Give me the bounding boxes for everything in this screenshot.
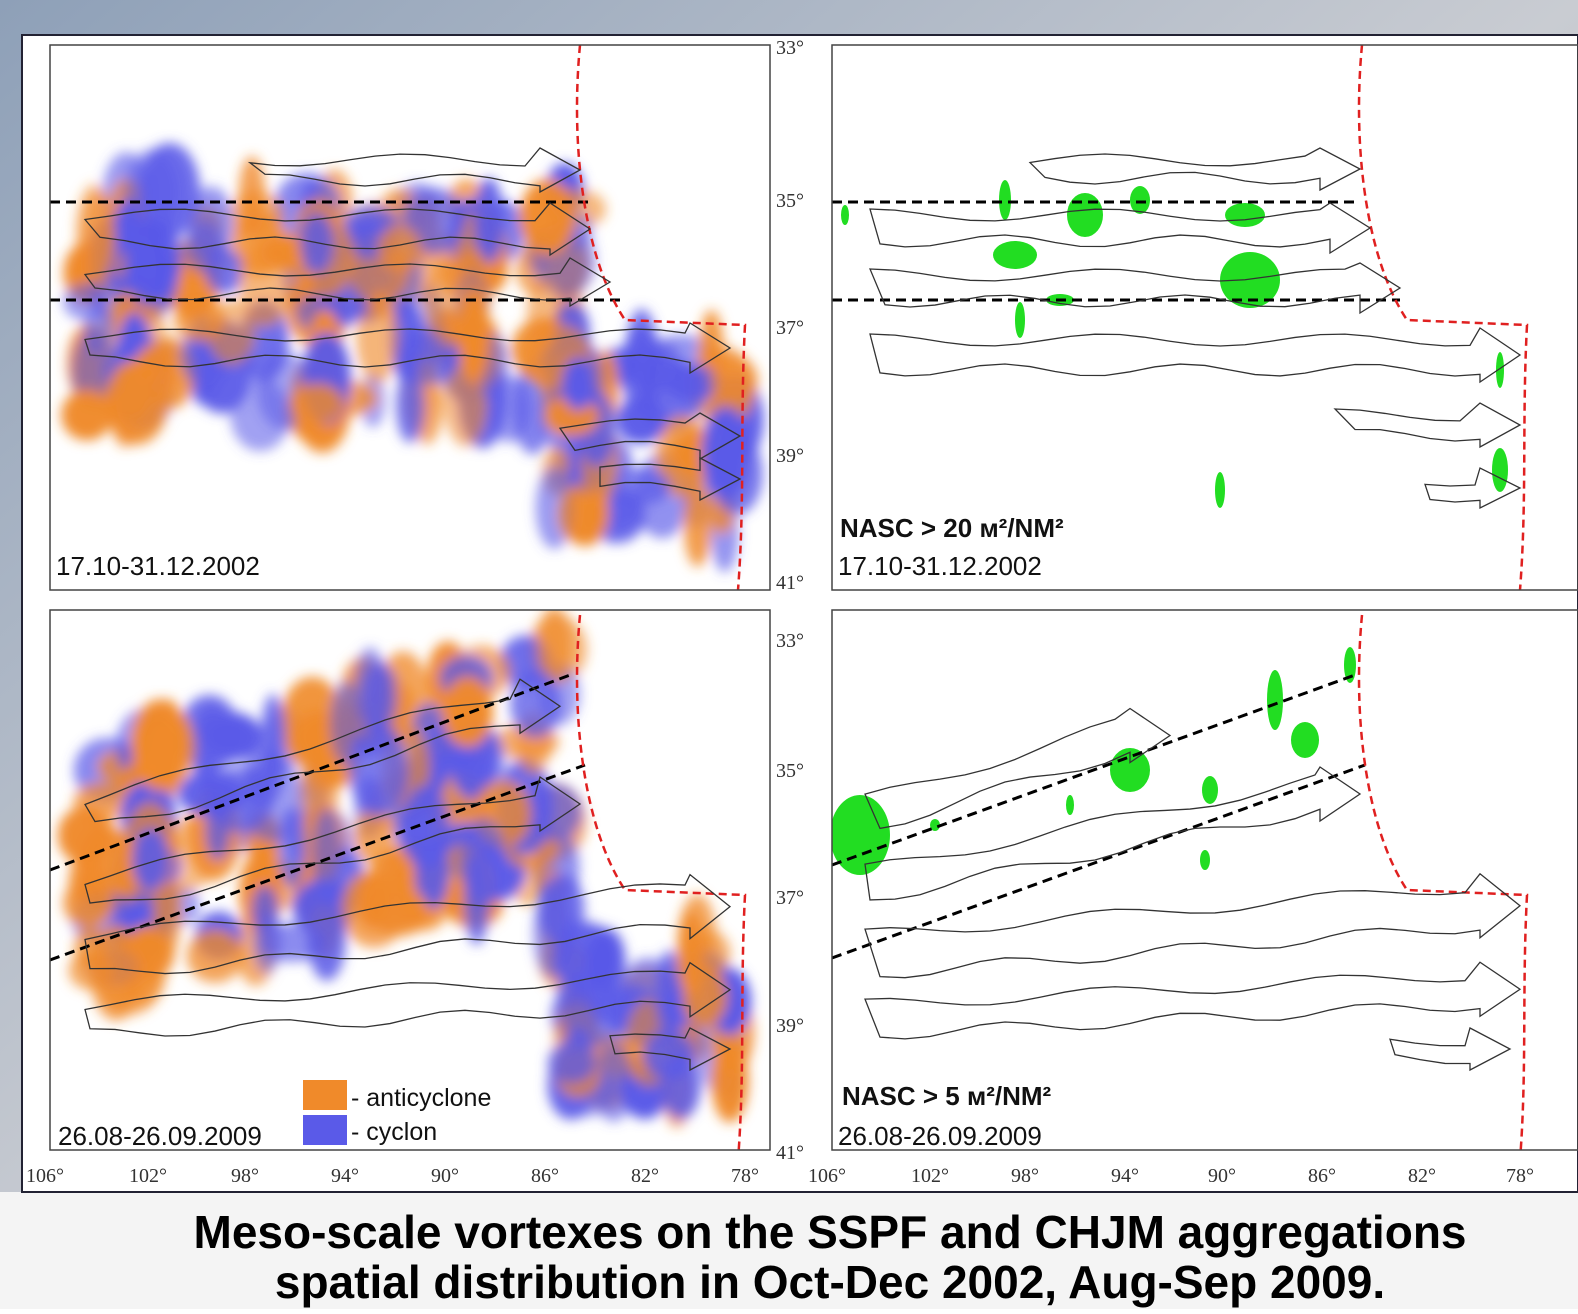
longitude-label: 78°: [731, 1165, 759, 1187]
vortex: [61, 390, 112, 441]
panel-date: 17.10-31.12.2002: [56, 551, 260, 581]
slide: 17.10-31.12.2002 NASC > 20 м²/NM² 17.10-…: [0, 0, 1578, 1309]
longitude-label: 90°: [1208, 1165, 1236, 1187]
panel-date: 26.08-26.09.2009: [838, 1121, 1042, 1151]
fish-aggregation: [1130, 186, 1150, 214]
vortex: [558, 485, 601, 544]
title-line: Meso-scale vortexes on the SSPF and CHJM…: [194, 1206, 1467, 1258]
longitude-label: 106°: [808, 1165, 846, 1187]
vortex: [132, 829, 169, 892]
fish-aggregation: [1067, 193, 1103, 237]
vortex: [291, 383, 344, 423]
latitude-label: 37°: [776, 317, 804, 339]
longitude-label: 98°: [1011, 1165, 1039, 1187]
vortex: [136, 344, 175, 381]
longitude-label: 90°: [431, 1165, 459, 1187]
vortex: [158, 699, 183, 780]
longitude-label: 98°: [231, 1165, 259, 1187]
vortex: [63, 878, 113, 927]
vortex: [461, 817, 507, 906]
latitude-label: 35°: [776, 760, 804, 782]
vortex: [442, 677, 493, 748]
vortex: [90, 925, 142, 1021]
vortex: [187, 929, 244, 983]
longitude-label: 82°: [1408, 1165, 1436, 1187]
longitude-label: 102°: [129, 1165, 167, 1187]
fish-aggregation: [1202, 776, 1218, 804]
vortex: [189, 187, 234, 262]
vortex: [396, 369, 424, 443]
vortex: [84, 304, 114, 355]
vortex: [548, 1042, 596, 1083]
latitude-label: 41°: [776, 572, 804, 594]
vortex: [684, 483, 712, 567]
vortex: [612, 468, 671, 505]
title-line: spatial distribution in Oct-Dec 2002, Au…: [275, 1256, 1385, 1308]
latitude-label: 39°: [776, 445, 804, 467]
longitude-label: 78°: [1506, 1165, 1534, 1187]
fish-aggregation: [1200, 850, 1210, 870]
longitude-label: 102°: [911, 1165, 949, 1187]
longitude-label: 106°: [26, 1165, 64, 1187]
latitude-label: 35°: [776, 190, 804, 212]
vortex: [710, 356, 759, 403]
vortex: [510, 671, 561, 738]
legend-label: - cyclon: [351, 1118, 437, 1146]
fish-aggregation: [1225, 203, 1265, 227]
latitude-label: 33°: [776, 37, 804, 59]
legend-swatch-anticyclone: [303, 1080, 347, 1110]
nasc-label: NASC > 20 м²/NM²: [840, 513, 1064, 543]
latitude-label: 39°: [776, 1015, 804, 1037]
vortex: [474, 178, 503, 265]
fish-aggregation: [1492, 448, 1508, 492]
fish-aggregation: [1291, 722, 1319, 758]
fish-aggregation: [1015, 302, 1025, 338]
vortex: [538, 874, 585, 944]
vortex: [677, 911, 704, 995]
latitude-label: 41°: [776, 1142, 804, 1164]
legend-label: - anticyclone: [351, 1084, 491, 1112]
vortex: [230, 191, 284, 238]
fish-aggregation: [1066, 795, 1074, 815]
vortex: [561, 978, 625, 1047]
fish-aggregation: [1267, 670, 1283, 730]
longitude-label: 82°: [631, 1165, 659, 1187]
longitude-label: 86°: [1308, 1165, 1336, 1187]
longitude-label: 86°: [531, 1165, 559, 1187]
panel-date: 17.10-31.12.2002: [838, 551, 1042, 581]
vortex: [369, 888, 429, 937]
latitude-label: 33°: [776, 630, 804, 652]
legend-swatch-cyclon: [303, 1115, 347, 1145]
nasc-label: NASC > 5 м²/NM²: [842, 1081, 1052, 1111]
fish-aggregation: [841, 205, 849, 225]
longitude-label: 94°: [331, 1165, 359, 1187]
latitude-label: 37°: [776, 887, 804, 909]
fish-aggregation: [999, 180, 1011, 220]
vortex: [308, 897, 346, 981]
vortex: [620, 329, 665, 411]
vortex: [661, 1053, 701, 1119]
vortex: [260, 694, 285, 785]
vortex: [207, 713, 261, 761]
fish-aggregation: [1215, 472, 1225, 508]
vortex: [130, 219, 182, 298]
vortex: [330, 681, 362, 765]
panel-date: 26.08-26.09.2009: [58, 1121, 262, 1151]
fish-aggregation: [993, 241, 1037, 269]
page: {"panels":[{"date":"17.10-31.12.2002"},{…: [0, 0, 1578, 1309]
longitude-label: 94°: [1111, 1165, 1139, 1187]
